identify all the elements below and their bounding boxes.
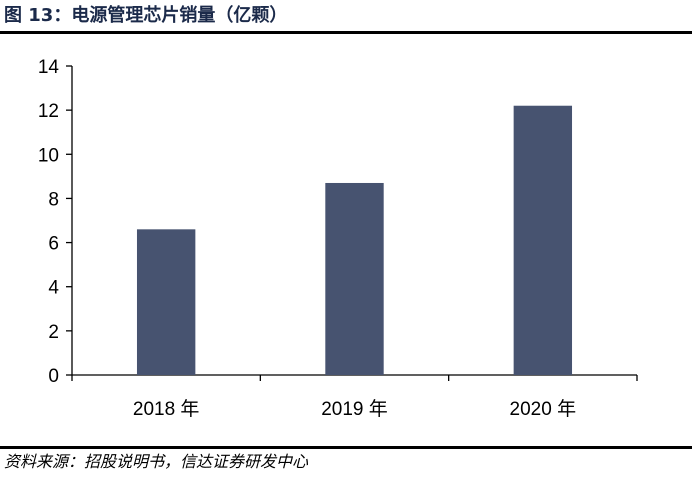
- figure-title: 图 13：电源管理芯片销量（亿颗）: [4, 5, 288, 26]
- y-tick-label: 14: [38, 57, 60, 78]
- bars: [136, 105, 573, 375]
- bar-chart: 0 2 4 6 8 10 12 14 2018 年 2019 年 2020 年: [38, 57, 638, 420]
- bar-0: [136, 229, 196, 375]
- y-axis: [66, 65, 73, 376]
- top-rule: [0, 31, 692, 34]
- y-tick-label: 2: [48, 322, 59, 343]
- y-tick-label: 8: [48, 189, 59, 210]
- x-category-label: 2020 年: [510, 398, 577, 420]
- y-tick-label: 6: [48, 234, 59, 255]
- x-axis: [71, 374, 638, 381]
- x-category-label: 2019 年: [321, 398, 388, 420]
- y-tick-label: 4: [48, 278, 59, 299]
- source-note: 资料来源：招股说明书，信达证券研发中心: [4, 452, 309, 471]
- bottom-rule: [0, 446, 692, 449]
- bar-2: [513, 105, 573, 375]
- bar-1: [325, 182, 384, 375]
- x-category-label: 2018 年: [133, 398, 200, 420]
- y-tick-label: 12: [38, 101, 59, 122]
- y-tick-label: 0: [48, 366, 59, 387]
- tick-labels: 0 2 4 6 8 10 12 14 2018 年 2019 年 2020 年: [38, 57, 576, 420]
- y-tick-label: 10: [38, 145, 59, 166]
